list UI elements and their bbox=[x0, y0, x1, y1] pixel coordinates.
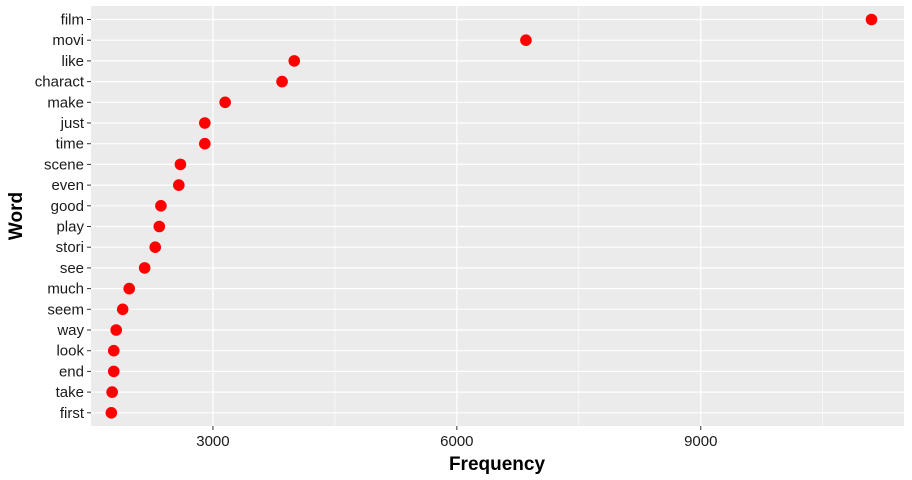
y-tick-label: film bbox=[61, 12, 84, 29]
data-point bbox=[288, 55, 301, 67]
y-tick-label: scene bbox=[44, 156, 84, 173]
data-point bbox=[155, 200, 167, 212]
plot-panel bbox=[91, 6, 904, 426]
data-point bbox=[107, 365, 120, 378]
x-axis: 3000 6000 9000 bbox=[196, 426, 717, 450]
x-tick-label: 6000 bbox=[440, 433, 473, 450]
x-axis-title: Frequency bbox=[449, 454, 546, 475]
y-tick-label: way bbox=[56, 322, 84, 339]
y-tick-label: just bbox=[60, 115, 85, 132]
data-point bbox=[276, 75, 288, 88]
y-tick-label: play bbox=[56, 219, 84, 236]
data-point bbox=[865, 13, 878, 26]
data-point bbox=[106, 386, 118, 398]
y-tick-label: charact bbox=[35, 74, 85, 91]
y-tick-label: stori bbox=[56, 239, 84, 256]
data-point bbox=[219, 96, 231, 109]
data-point bbox=[520, 34, 532, 46]
y-tick-label: seem bbox=[47, 301, 84, 318]
y-tick-label: take bbox=[56, 384, 84, 401]
y-tick-label: like bbox=[61, 53, 84, 70]
y-tick-label: much bbox=[47, 281, 84, 298]
x-tick-label: 9000 bbox=[684, 433, 717, 450]
x-tick-label: 3000 bbox=[196, 433, 229, 450]
data-point bbox=[110, 324, 123, 336]
data-point bbox=[138, 262, 151, 274]
y-tick-label: time bbox=[56, 136, 84, 153]
y-tick-label: first bbox=[60, 405, 85, 422]
y-axis: film movi like charact make just time scene even… bbox=[35, 12, 91, 422]
y-tick-label: see bbox=[60, 260, 84, 277]
y-tick-label: even bbox=[51, 177, 84, 194]
data-point bbox=[105, 407, 118, 419]
y-tick-label: good bbox=[51, 198, 84, 215]
data-point bbox=[107, 344, 120, 357]
data-point bbox=[199, 137, 211, 150]
grid-major bbox=[91, 6, 904, 426]
y-tick-label: movi bbox=[52, 32, 84, 49]
data-point bbox=[149, 241, 162, 253]
data-point bbox=[173, 179, 185, 191]
data-point bbox=[153, 220, 166, 233]
data-point bbox=[199, 117, 211, 129]
grid-minor bbox=[334, 6, 824, 426]
points bbox=[105, 13, 878, 419]
y-tick-label: end bbox=[59, 363, 84, 380]
data-point bbox=[116, 303, 129, 316]
data-point bbox=[123, 282, 136, 295]
y-tick-label: make bbox=[47, 94, 84, 111]
data-point bbox=[174, 158, 187, 171]
y-tick-label: look bbox=[56, 343, 84, 360]
y-axis-title: Word bbox=[6, 192, 27, 240]
